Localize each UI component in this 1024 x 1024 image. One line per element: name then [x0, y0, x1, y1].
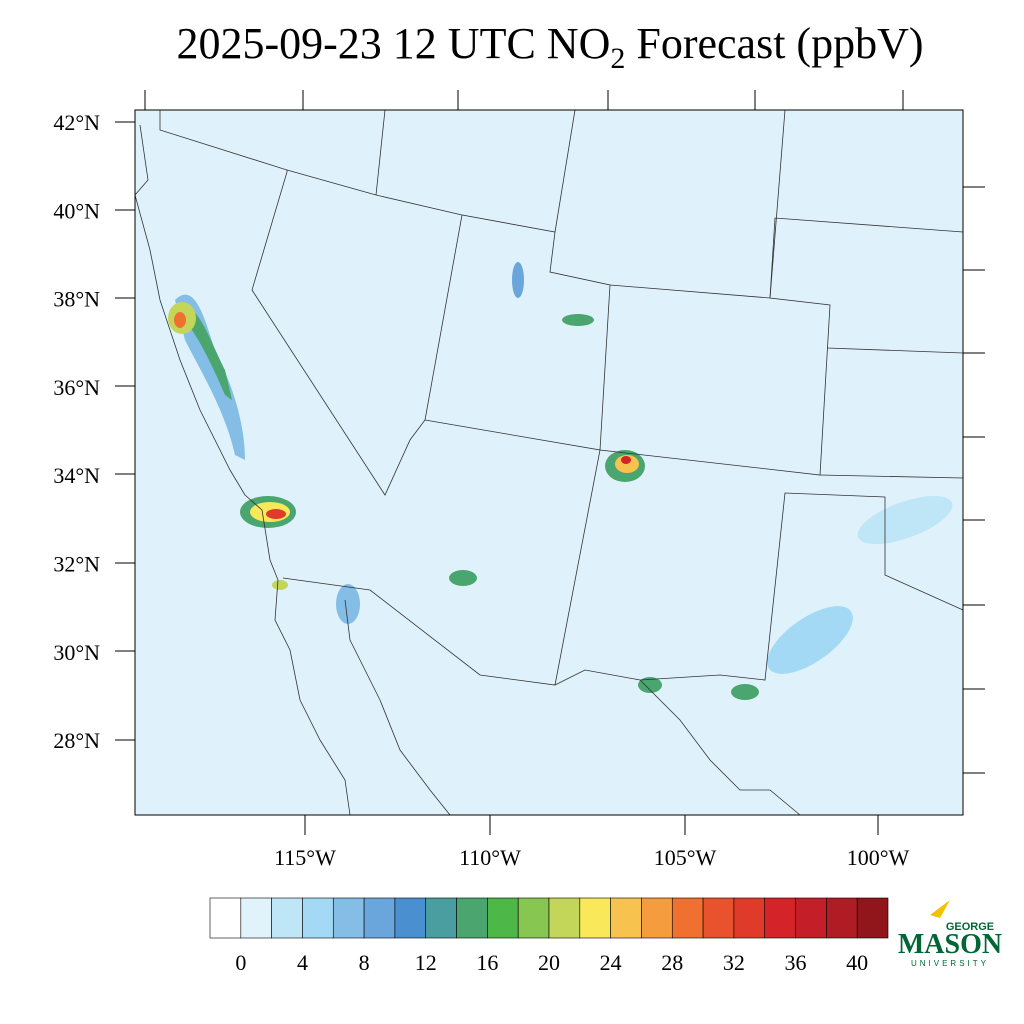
colorbar-box: [856, 897, 889, 939]
latitude-label: 30°N: [53, 640, 100, 665]
map-background: [135, 110, 963, 815]
logo-mark: [930, 900, 950, 918]
colorbar-box: [702, 897, 735, 939]
colorbar-box: [610, 897, 642, 939]
colorbar-box: [487, 897, 519, 939]
title-text: 2025-09-23 12 UTC NO: [177, 19, 611, 68]
colorbar-box: [394, 897, 427, 939]
title-subscript: 2: [610, 42, 625, 75]
colorbar-tick-label: 28: [661, 950, 683, 975]
colorbar-tick-label: 40: [846, 950, 868, 975]
longitude-label: 105°W: [654, 845, 717, 870]
colorbar-tick-label: 0: [235, 950, 246, 975]
colorbar-box: [548, 897, 581, 939]
latitude-label: 42°N: [53, 110, 100, 135]
latitude-label: 36°N: [53, 375, 100, 400]
longitude-label: 115°W: [274, 845, 336, 870]
colorbar-tick-label: 24: [600, 950, 622, 975]
pollution-field: [168, 262, 953, 700]
colorbar-box: [425, 897, 457, 939]
colorbar-box: [302, 897, 334, 939]
colorbar-box: [332, 897, 365, 939]
logo-main: MASON: [898, 929, 1002, 960]
latitude-label: 38°N: [53, 287, 100, 312]
title: 2025-09-23 12 UTC NO2 Forecast (ppbV): [177, 19, 924, 75]
colorbar-box: [795, 897, 827, 939]
logo-bottom: UNIVERSITY: [911, 959, 989, 968]
latitude-label: 40°N: [53, 198, 100, 223]
colorbar-tick-label: 4: [297, 950, 308, 975]
colorbar-tick-label: 20: [538, 950, 560, 975]
longitude-labels: 115°W 110°W 105°W 100°W: [274, 845, 909, 870]
colorbar-box: [641, 897, 673, 939]
logo-top: GEORGE: [946, 921, 994, 933]
colorbar-box: [271, 897, 303, 939]
latitude-labels: 42°N 40°N 38°N 36°N 34°N 32°N 30°N 28°N: [53, 110, 100, 753]
map-frame: [134, 109, 964, 816]
colorbar-box: [517, 897, 550, 939]
latitude-label: 28°N: [53, 728, 100, 753]
longitude-label: 110°W: [459, 845, 521, 870]
colorbar-box: [826, 897, 858, 939]
borders: [134, 109, 964, 816]
colorbar-box: [579, 897, 611, 939]
colorbar: 0 4 8 12 16 20 24 28 32 36 40: [209, 897, 889, 975]
colorbar-box: [671, 897, 704, 939]
colorbar-tick-label: 12: [415, 950, 437, 975]
title-text: Forecast (ppbV): [625, 19, 923, 68]
colorbar-tick-label: 8: [359, 950, 370, 975]
colorbar-box: [240, 897, 272, 939]
frame-ticks: [115, 90, 985, 835]
latitude-label: 34°N: [53, 463, 100, 488]
colorbar-box: [363, 897, 396, 939]
longitude-label: 100°W: [847, 845, 910, 870]
colorbar-box: [456, 897, 488, 939]
logo: GEORGE MASON UNIVERSITY: [898, 900, 1002, 968]
colorbar-box: [209, 897, 242, 939]
colorbar-tick-label: 36: [785, 950, 807, 975]
colorbar-tick-label: 32: [723, 950, 745, 975]
latitude-label: 32°N: [53, 552, 100, 577]
colorbar-box: [764, 897, 796, 939]
colorbar-tick-label: 16: [476, 950, 498, 975]
colorbar-box: [733, 897, 766, 939]
